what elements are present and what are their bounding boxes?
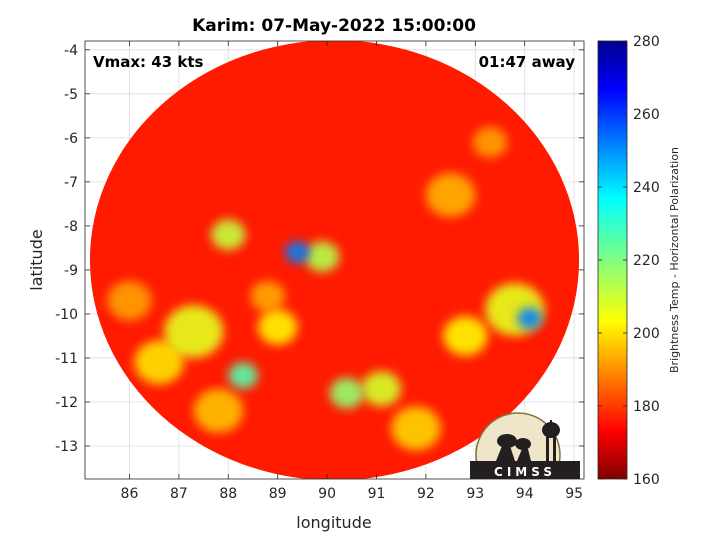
colorbar-tick-label: 160 — [633, 472, 660, 488]
chart-title: Karim: 07-May-2022 15:00:00 — [192, 16, 476, 36]
y-tick-label: -6 — [64, 131, 78, 147]
brightness-feature — [443, 316, 488, 356]
brightness-feature — [361, 371, 402, 407]
x-tick-label: 88 — [219, 486, 237, 502]
brightness-features — [107, 126, 545, 451]
colorbar — [597, 40, 628, 480]
plot-frame — [84, 40, 585, 480]
colorbar-tick-label: 220 — [633, 253, 660, 269]
x-axis-label: longitude — [296, 513, 371, 532]
x-axis: 86 87 88 89 90 91 92 93 94 95 — [121, 41, 583, 502]
brightness-feature — [134, 340, 184, 385]
x-tick-label: 90 — [318, 486, 336, 502]
x-tick-label: 93 — [466, 486, 484, 502]
y-tick-label: -10 — [55, 307, 78, 323]
brightness-feature — [391, 406, 441, 451]
time-offset-label: 01:47 away — [479, 53, 576, 71]
vmax-label: Vmax: 43 kts — [93, 53, 203, 71]
y-tick-label: -7 — [64, 175, 78, 191]
y-tick-label: -11 — [55, 351, 78, 367]
colorbar-tick-label: 260 — [633, 107, 660, 123]
colorbar-tick-label: 200 — [633, 326, 660, 342]
x-tick-label: 91 — [368, 486, 386, 502]
brightness-feature — [285, 241, 310, 264]
y-tick-label: -12 — [55, 395, 78, 411]
colorbar-tick-label: 240 — [633, 180, 660, 196]
brightness-feature — [193, 388, 244, 433]
x-tick-label: 89 — [269, 486, 287, 502]
colorbar-label: Brightness Temp - Horizontal Polarizatio… — [668, 147, 681, 373]
y-tick-label: -8 — [64, 219, 78, 235]
x-tick-label: 86 — [121, 486, 139, 502]
brightness-feature — [210, 219, 246, 251]
y-tick-label: -4 — [64, 43, 78, 59]
x-tick-label: 87 — [170, 486, 188, 502]
cimss-logo: CIMSS — [470, 412, 580, 479]
colorbar-tick-label: 280 — [633, 34, 660, 50]
colorbar-tick-label: 180 — [633, 399, 660, 415]
y-tick-label: -9 — [64, 263, 78, 279]
brightness-feature — [257, 309, 298, 345]
y-axis-label: latitude — [27, 229, 46, 290]
x-tick-label: 94 — [516, 486, 534, 502]
brightness-feature — [164, 305, 224, 358]
brightness-feature — [425, 173, 476, 218]
cimss-logo-text: CIMSS — [494, 465, 556, 479]
brightness-feature — [329, 377, 365, 409]
brightness-feature — [250, 280, 286, 312]
brightness-feature — [472, 126, 508, 158]
brightness-feature — [304, 241, 340, 273]
y-axis: -4 -5 -6 -7 -8 -9 -10 -11 -12 -13 — [55, 43, 584, 455]
colorbar-ticks: 280 260 240 220 200 180 160 — [598, 34, 660, 488]
x-tick-label: 92 — [417, 486, 435, 502]
y-tick-label: -5 — [64, 87, 78, 103]
y-tick-label: -13 — [55, 439, 78, 455]
brightness-feature — [107, 280, 152, 321]
brightness-feature — [228, 362, 258, 389]
brightness-feature — [517, 307, 543, 330]
x-tick-label: 95 — [565, 486, 583, 502]
